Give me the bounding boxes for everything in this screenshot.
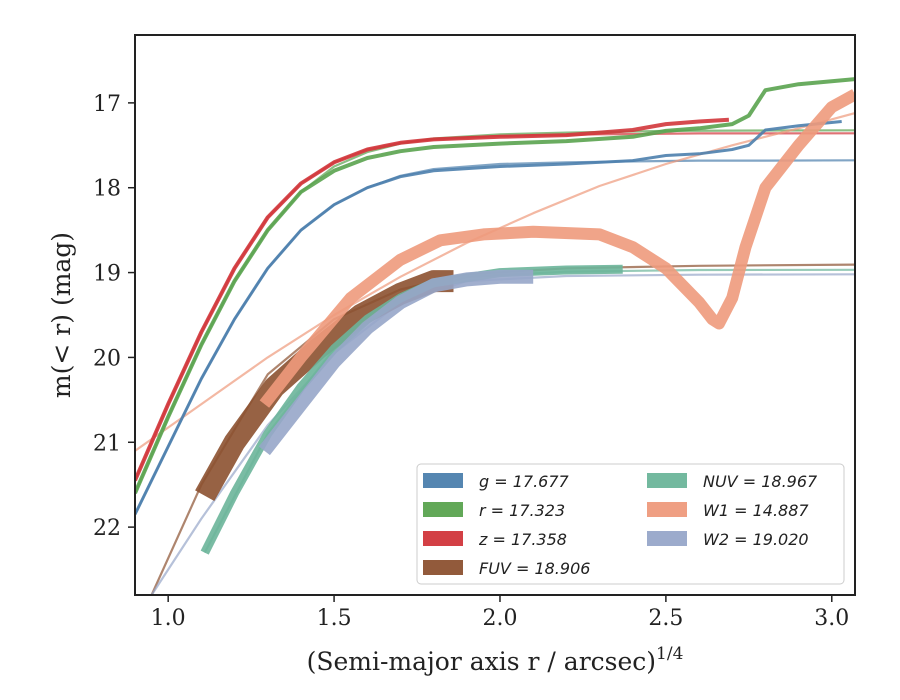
observed-line-w2 (258, 269, 534, 456)
legend-swatch-w1 (647, 502, 687, 517)
x-axis-label: (Semi-major axis r / arcsec)1/4 (307, 644, 684, 676)
y-tick-label: 22 (93, 516, 121, 541)
plot-frame (134, 34, 856, 596)
y-axis: 17 18 19 20 21 22 (93, 92, 135, 541)
legend-label-g: g = 17.677 (479, 472, 570, 491)
legend-swatch-fuv (423, 560, 463, 575)
y-tick-label: 20 (93, 346, 121, 371)
x-tick-label: 2.0 (482, 606, 517, 631)
legend-swatch-w2 (647, 531, 687, 546)
legend-label-z: z = 17.358 (478, 530, 567, 549)
observed-line-r (135, 77, 855, 494)
legend-frame (416, 463, 845, 585)
y-tick-label: 17 (93, 92, 121, 117)
x-tick-label: 1.5 (317, 606, 352, 631)
y-tick-label: 21 (93, 431, 121, 456)
series-layer (135, 77, 855, 595)
y-axis-label: m(< r) (mag) (47, 232, 76, 398)
observed-line-g (135, 120, 842, 516)
x-axis-label-exponent: 1/4 (656, 644, 683, 664)
legend-label-w1: W1 = 14.887 (703, 501, 809, 520)
y-tick-label: 19 (93, 262, 121, 287)
x-axis: 1.0 1.5 2.0 2.5 3.0 (151, 595, 849, 631)
legend-swatch-r (423, 502, 463, 517)
x-tick-label: 3.0 (814, 606, 849, 631)
x-tick-label: 2.5 (648, 606, 683, 631)
observed-line-z (135, 117, 730, 482)
legend-label-nuv: NUV = 18.967 (703, 472, 818, 491)
legend-label-fuv: FUV = 18.906 (479, 559, 590, 578)
legend-swatch-nuv (647, 473, 687, 488)
legend-label-w2: W2 = 19.020 (703, 530, 809, 549)
observed-line-w1 (259, 89, 855, 408)
x-tick-label: 1.0 (151, 606, 186, 631)
legend-swatch-g (423, 473, 463, 488)
legend: g = 17.677 r = 17.323 z = 17.358 FUV = 18.9… (416, 463, 845, 585)
y-tick-label: 18 (93, 177, 121, 202)
legend-label-r: r = 17.323 (479, 501, 565, 520)
legend-swatch-z (423, 531, 463, 546)
